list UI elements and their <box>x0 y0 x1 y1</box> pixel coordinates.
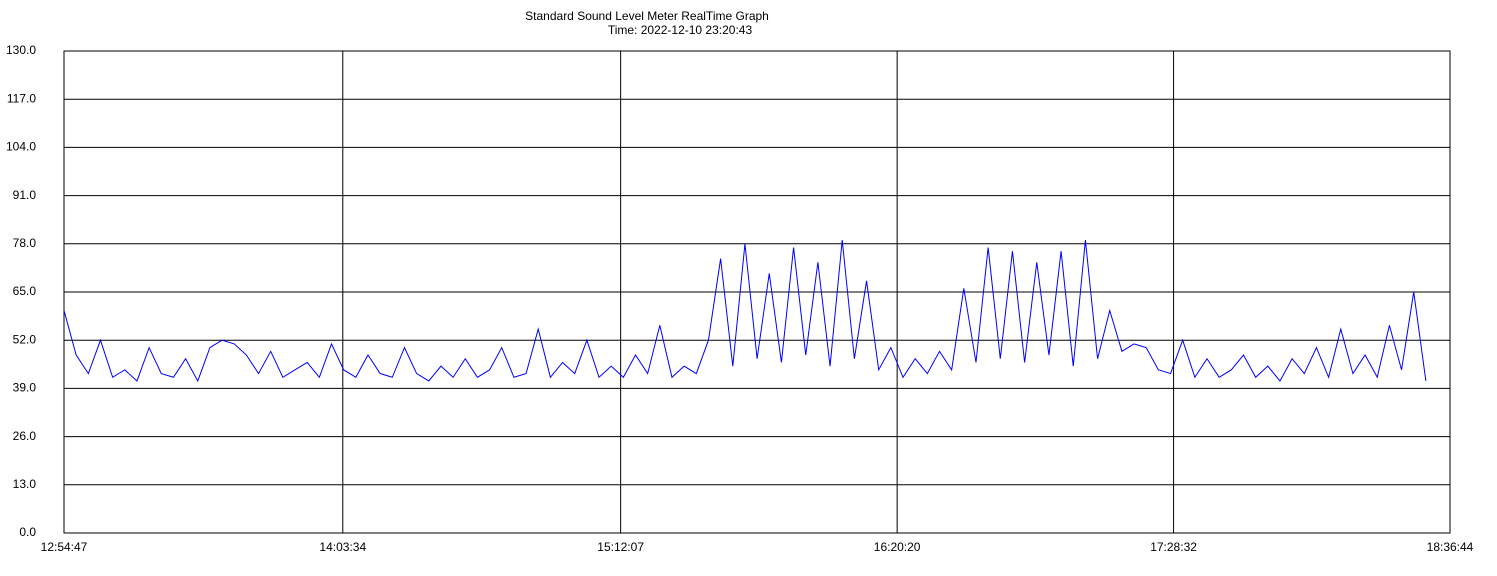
data-line <box>63 240 1427 383</box>
y-tick-label: 130.0 <box>6 43 36 57</box>
x-tick-label: 14:03:34 <box>319 540 366 554</box>
y-tick-label: 65.0 <box>13 284 37 298</box>
chart-subtitle: Time: 2022-12-10 23:20:43 <box>608 23 753 37</box>
x-tick-label: 15:12:07 <box>597 540 644 554</box>
y-tick-label: 91.0 <box>13 188 37 202</box>
y-tick-label: 104.0 <box>6 140 36 154</box>
y-tick-label: 117.0 <box>7 91 36 105</box>
x-tick-label: 18:36:44 <box>1427 540 1474 554</box>
x-tick-label: 17:28:32 <box>1150 540 1197 554</box>
y-tick-label: 0.0 <box>19 525 36 539</box>
y-tick-label: 13.0 <box>13 477 37 491</box>
x-tick-label: 16:20:20 <box>874 540 921 554</box>
y-tick-label: 26.0 <box>13 429 37 443</box>
y-tick-label: 78.0 <box>13 236 37 250</box>
y-tick-label: 39.0 <box>13 381 37 395</box>
x-tick-label: 12:54:47 <box>41 540 88 554</box>
y-tick-label: 52.0 <box>13 332 37 346</box>
chart-title: Standard Sound Level Meter RealTime Grap… <box>525 9 769 23</box>
